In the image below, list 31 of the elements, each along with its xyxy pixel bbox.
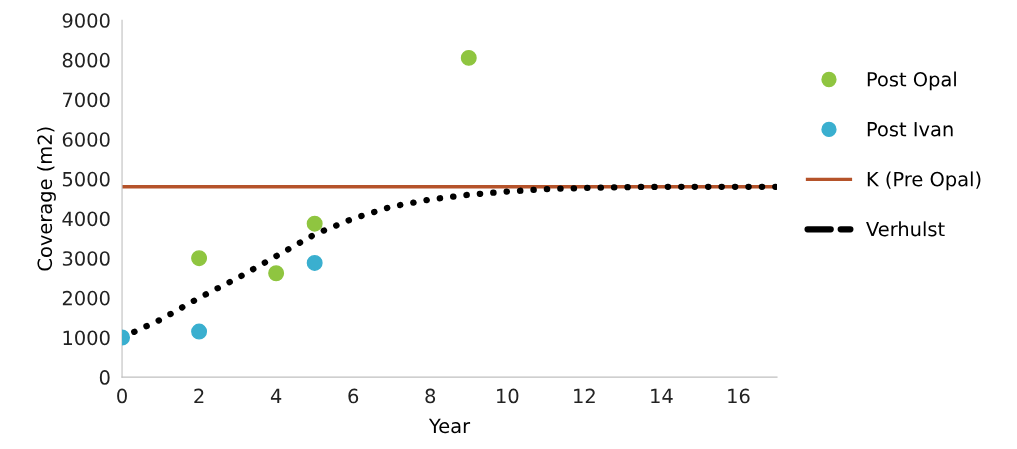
y-axis-title: Coverage (m2)	[37, 127, 56, 271]
y-tick-label: 5000	[62, 171, 110, 187]
x-tick-label: 6	[348, 388, 359, 404]
legend-label: Verhulst	[866, 221, 945, 237]
x-tick-label: 2	[194, 388, 204, 404]
y-tick-label: 0	[99, 370, 110, 385]
point	[191, 250, 208, 267]
x-tick-label: 4	[270, 388, 282, 404]
x-tick-label: 14	[651, 388, 673, 404]
point	[191, 323, 208, 340]
y-tick-label: 7000	[63, 92, 110, 108]
x-tick-label: 16	[728, 388, 750, 404]
legend-label: Post Ivan	[867, 122, 953, 137]
x-axis-title: Year	[428, 418, 471, 434]
point	[306, 254, 323, 271]
y-tick-label: 1000	[63, 330, 110, 346]
y-tick-label: 3000	[62, 251, 110, 266]
x-tick-label: 8	[425, 388, 436, 404]
y-tick-label: 2000	[62, 290, 110, 306]
x-tick-label: 12	[574, 388, 595, 404]
legend-label: Post Opal	[867, 71, 956, 91]
x-tick-label: 0	[117, 388, 127, 404]
point	[306, 215, 323, 232]
y-tick-label: 8000	[62, 52, 110, 68]
y-tick-label: 4000	[62, 211, 110, 227]
x-tick-label: 10	[497, 388, 519, 404]
point	[268, 265, 285, 282]
y-tick-label: 9000	[62, 13, 110, 28]
y-tick-label: 6000	[62, 132, 110, 147]
legend-label: K (Pre Opal)	[867, 171, 981, 191]
point	[460, 49, 477, 66]
